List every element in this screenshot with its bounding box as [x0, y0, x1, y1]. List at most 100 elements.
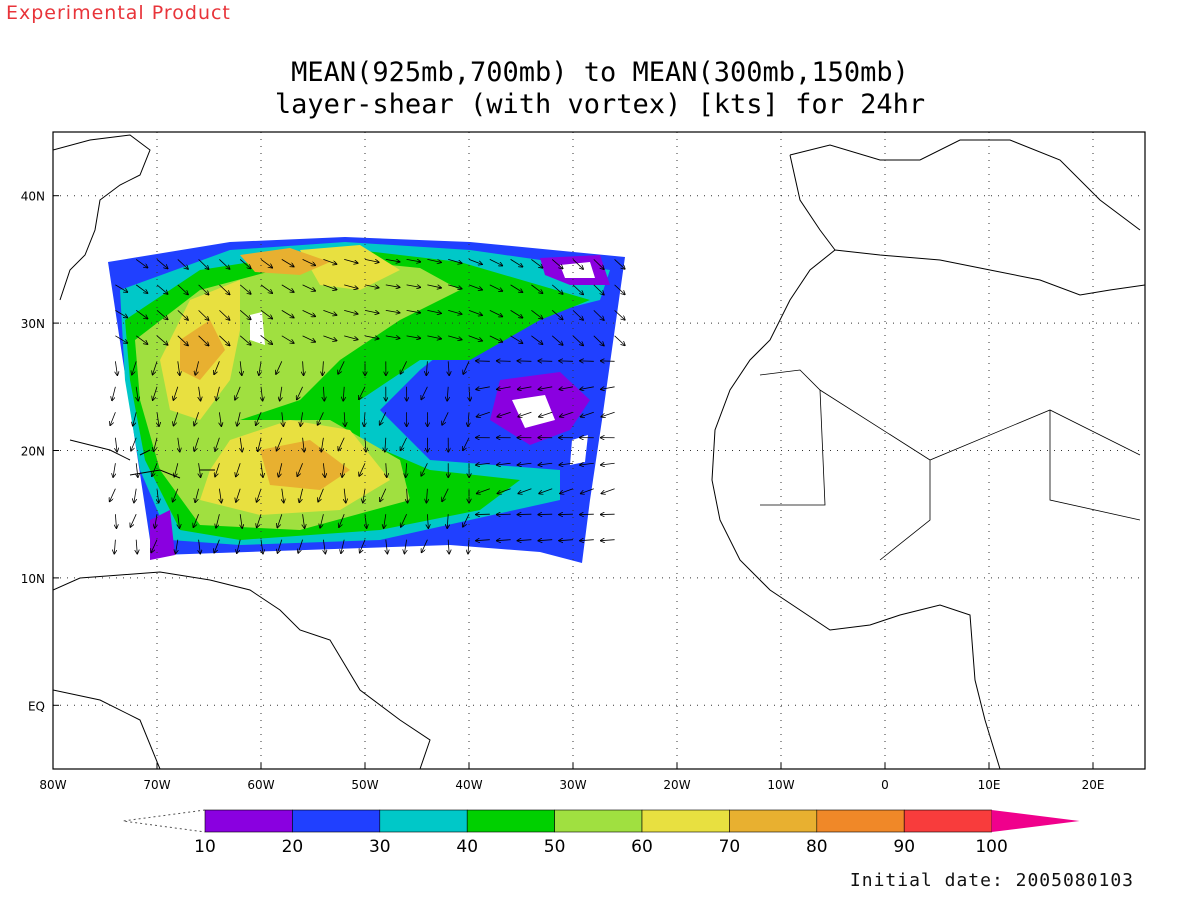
vortex-arrow [323, 309, 336, 315]
vortex-arrow [380, 488, 387, 502]
vortex-arrow [322, 361, 323, 375]
coastline-africa [711, 249, 1145, 769]
vortex-arrow [421, 386, 428, 400]
colorbar-swatch [379, 809, 468, 833]
colorbar-label: 100 [975, 837, 1007, 857]
vortex-arrow [559, 387, 574, 390]
vortex-arrow [365, 514, 367, 528]
vortex-arrow [497, 540, 511, 541]
vortex-arrow [580, 463, 594, 465]
vortex-arrow [282, 412, 284, 426]
vortex-arrow [280, 386, 282, 401]
vortex-arrow [448, 309, 461, 314]
vortex-arrow [601, 463, 615, 465]
vortex-arrow [363, 488, 365, 503]
vortex-arrow [115, 284, 127, 292]
vortex-arrow [239, 335, 251, 345]
vortex-arrow [276, 361, 283, 374]
vortex-arrow [339, 514, 345, 527]
vortex-arrow [216, 386, 220, 401]
vortex-arrow [320, 514, 324, 528]
vortex-arrow [135, 335, 147, 344]
lat-tick-label: 20N [21, 445, 45, 459]
vortex-arrow [538, 463, 553, 465]
vortex-arrow [134, 488, 136, 503]
vortex-arrow [115, 361, 117, 375]
vortex-arrow [497, 411, 511, 416]
vortex-arrow [174, 463, 179, 477]
vortex-arrow [442, 488, 449, 502]
vortex-arrow [239, 259, 251, 268]
vortex-arrow [215, 437, 220, 451]
vortex-arrow [154, 437, 158, 452]
colorbar-swatch [641, 809, 730, 833]
vortex-arrow [198, 284, 209, 295]
vortex-arrow [406, 463, 407, 477]
vortex-arrow [239, 284, 251, 294]
vortex-arrow [614, 259, 625, 269]
vortex-arrow [593, 335, 604, 346]
vortex-arrow [173, 386, 179, 400]
vortex-arrow [135, 310, 147, 318]
vortex-arrow [193, 514, 199, 527]
vortex-arrow [302, 309, 316, 316]
vortex-arrow [364, 259, 379, 262]
vortex-arrow [112, 386, 116, 401]
vortex-arrow [448, 539, 449, 554]
vortex-arrow [156, 335, 168, 345]
colorbar-swatch [554, 809, 643, 833]
vortex-arrow [136, 539, 137, 554]
vortex-arrow [463, 361, 470, 374]
vortex-arrow [510, 259, 523, 266]
vortex-arrow [343, 386, 344, 401]
vortex-arrow [385, 285, 400, 287]
vortex-arrow [386, 463, 387, 477]
vortex-arrow [136, 386, 138, 401]
vortex-arrow [614, 284, 625, 295]
coastline-iberia-europe [789, 139, 1141, 251]
vortex-arrow [359, 463, 366, 476]
vortex-arrow [447, 386, 448, 401]
vortex-arrow [110, 412, 116, 425]
vortex-arrow [497, 488, 511, 494]
vortex-arrow [300, 412, 302, 426]
vortex-arrow [240, 437, 242, 452]
vortex-arrow [240, 361, 242, 375]
vortex-arrow [318, 488, 324, 502]
vortex-arrow [517, 540, 532, 541]
vortex-arrow [303, 514, 305, 528]
vortex-arrow [157, 488, 159, 503]
vortex-arrow [177, 310, 188, 320]
vortex-arrow [364, 284, 379, 288]
vortex-arrow [427, 335, 441, 339]
vortex-arrow [237, 539, 241, 554]
vortex-arrow [427, 259, 441, 262]
vortex-arrow [194, 437, 199, 451]
vortex-arrow [406, 336, 421, 338]
vortex-arrow [385, 259, 400, 261]
vortex-arrow [427, 514, 428, 528]
vortex-arrow [551, 335, 563, 345]
vortex-arrow [593, 310, 604, 320]
vortex-arrow [400, 361, 407, 374]
vortex-arrow [560, 488, 574, 494]
coastline-north-america [53, 134, 151, 301]
map-title-line-1: MEAN(925mb,700mb) to MEAN(300mb,150mb) [291, 57, 909, 88]
vortex-arrow [344, 488, 346, 503]
vortex-arrow [219, 335, 229, 346]
vortex-arrow [559, 540, 574, 541]
vortex-arrow [601, 540, 615, 541]
vortex-arrow [601, 488, 615, 494]
vortex-arrow [113, 463, 115, 477]
vortex-arrow [178, 437, 180, 452]
vortex-arrow [303, 437, 305, 452]
vortex-arrow [323, 539, 325, 554]
vortex-arrow [477, 488, 490, 494]
vortex-arrow [323, 463, 325, 477]
vortex-arrow [489, 259, 503, 265]
lon-tick-label: 50W [351, 778, 378, 792]
vortex-arrow [260, 284, 272, 293]
vortex-arrow [538, 540, 553, 541]
vortex-arrow [219, 259, 229, 269]
vortex-arrow [261, 463, 263, 477]
